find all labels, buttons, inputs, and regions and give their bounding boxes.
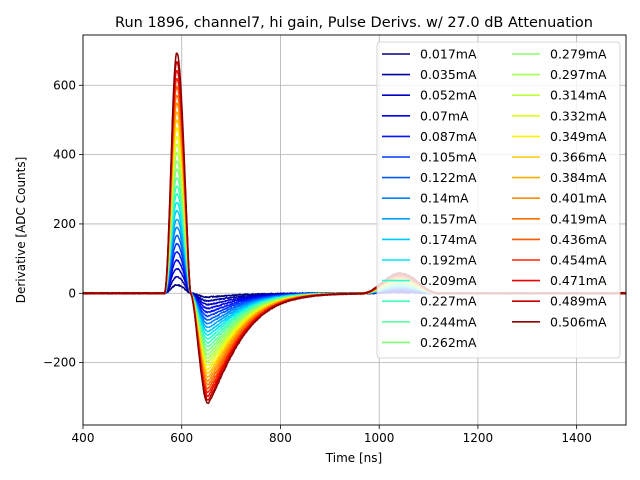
legend-label: 0.227mA [420, 294, 477, 309]
legend-label: 0.401mA [550, 191, 607, 206]
chart-title: Run 1896, channel7, hi gain, Pulse Deriv… [115, 15, 593, 31]
x-tick-label: 1400 [561, 431, 592, 445]
legend-label: 0.157mA [420, 211, 477, 226]
plot-frame [82, 34, 627, 426]
legend-label: 0.017mA [420, 47, 477, 62]
x-tick-label: 400 [72, 431, 95, 445]
y-tick-label: −200 [43, 356, 76, 370]
legend-label: 0.122mA [420, 170, 477, 185]
legend-label: 0.436mA [550, 232, 607, 247]
legend-label: 0.332mA [550, 108, 607, 123]
legend-label: 0.192mA [420, 253, 477, 268]
legend-label: 0.489mA [550, 294, 607, 309]
y-tick-label: 400 [53, 148, 76, 162]
x-tick-label: 600 [170, 431, 193, 445]
x-tick-label: 800 [269, 431, 292, 445]
legend-label: 0.314mA [550, 88, 607, 103]
legend-label: 0.506mA [550, 314, 607, 329]
legend-label: 0.262mA [420, 335, 477, 350]
legend-label: 0.297mA [550, 67, 607, 82]
legend-label: 0.14mA [420, 191, 469, 206]
legend-label: 0.174mA [420, 232, 477, 247]
y-tick-label: 200 [53, 217, 76, 231]
legend-label: 0.209mA [420, 273, 477, 288]
y-axis: −200 0 200 400 600 [43, 78, 83, 370]
y-tick-label: 0 [68, 286, 76, 300]
legend-label: 0.384mA [550, 170, 607, 185]
legend-label: 0.419mA [550, 211, 607, 226]
legend-label: 0.366mA [550, 150, 607, 165]
legend: 0.017mA 0.035mA 0.052mA 0.07mA 0.087mA 0.105m… [376, 41, 621, 359]
x-axis-label: Time [ns] [325, 451, 382, 465]
x-tick-label: 1000 [364, 431, 395, 445]
legend-label: 0.349mA [550, 129, 607, 144]
y-axis-label: Derivative [ADC Counts] [14, 157, 28, 304]
legend-label: 0.07mA [420, 108, 469, 123]
legend-label: 0.105mA [420, 150, 477, 165]
x-axis: 400 600 800 1000 1200 1400 [72, 425, 592, 445]
legend-label: 0.244mA [420, 314, 477, 329]
legend-label: 0.471mA [550, 273, 607, 288]
legend-label: 0.279mA [550, 47, 607, 62]
legend-box [376, 41, 621, 359]
legend-label: 0.035mA [420, 67, 477, 82]
legend-label: 0.052mA [420, 88, 477, 103]
x-tick-label: 1200 [463, 431, 494, 445]
y-tick-label: 600 [53, 78, 76, 92]
legend-label: 0.454mA [550, 253, 607, 268]
legend-label: 0.087mA [420, 129, 477, 144]
